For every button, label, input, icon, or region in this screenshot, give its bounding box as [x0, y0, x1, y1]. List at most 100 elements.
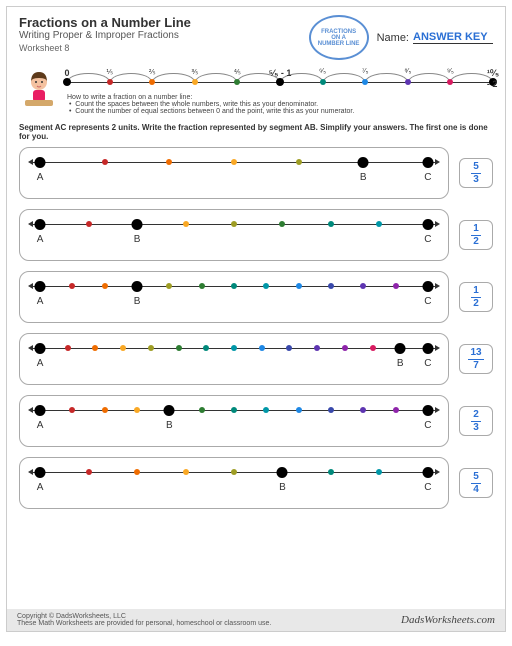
tick-dot [176, 345, 182, 351]
denominator: 3 [473, 422, 479, 433]
tick-dot [166, 283, 172, 289]
answer-fraction: 53 [471, 162, 481, 185]
point-label-a: A [37, 482, 44, 493]
point-label-c: C [424, 296, 431, 307]
problem-row: ABC 54 [19, 457, 493, 509]
explanation: 0⅕⅖⅗⅘⁵⁄₅ - 1⁶⁄₅⁷⁄₅⁸⁄₅⁹⁄₅¹⁰⁄₅ - 2 How to … [7, 64, 505, 121]
point-a [35, 405, 46, 416]
example-tick [447, 79, 453, 85]
tick-dot [231, 407, 237, 413]
example-tick [320, 79, 326, 85]
point-label-b: B [397, 358, 404, 369]
number-line-box: ABC [19, 395, 449, 447]
problem-row: ABC137 [19, 333, 493, 385]
tick-dot [360, 283, 366, 289]
title-main: Fractions on a Number Line [19, 15, 301, 30]
denominator: 2 [473, 236, 479, 247]
answer-box: 12 [459, 220, 493, 250]
problem-row: ABC 12 [19, 209, 493, 261]
point-label-c: C [424, 358, 431, 369]
tick-dot [134, 407, 140, 413]
example-label: ⅘ [234, 68, 241, 76]
numerator: 2 [471, 410, 481, 422]
tick-dot [69, 407, 75, 413]
tick-dot [370, 345, 376, 351]
tick-dot [231, 283, 237, 289]
tick-dot [342, 345, 348, 351]
numerator: 5 [471, 162, 481, 174]
answer-box: 54 [459, 468, 493, 498]
tick-dot [199, 283, 205, 289]
point-c [422, 467, 433, 478]
number-line: ABC [32, 466, 436, 480]
example-label: ⅕ [106, 68, 113, 76]
howto-2: Count the number of equal sections betwe… [75, 108, 354, 115]
tick-dot [102, 283, 108, 289]
point-label-b: B [360, 172, 367, 183]
example-tick [234, 79, 240, 85]
explain-text: 0⅕⅖⅗⅘⁵⁄₅ - 1⁶⁄₅⁷⁄₅⁸⁄₅⁹⁄₅¹⁰⁄₅ - 2 How to … [67, 68, 493, 115]
tick-dot [92, 345, 98, 351]
point-label-a: A [37, 296, 44, 307]
point-label-b: B [134, 296, 141, 307]
point-b [132, 219, 143, 230]
example-label: ⅗ [191, 68, 198, 76]
point-label-c: C [424, 234, 431, 245]
point-label-a: A [37, 172, 44, 183]
point-label-c: C [424, 172, 431, 183]
title-block: Fractions on a Number Line Writing Prope… [19, 15, 301, 60]
example-tick [149, 79, 155, 85]
example-arc [365, 73, 408, 82]
tick-dot [328, 469, 334, 475]
point-label-c: C [424, 482, 431, 493]
number-line: ABC [32, 156, 436, 170]
tick-dot [296, 283, 302, 289]
answer-fraction: 12 [471, 224, 481, 247]
point-c [422, 219, 433, 230]
example-label: ¹⁰⁄₅ - 2 [487, 68, 499, 89]
name-block: Name: ANSWER KEY [377, 15, 493, 60]
tick-dot [102, 407, 108, 413]
example-label: ⁶⁄₅ [319, 68, 326, 75]
point-c [422, 343, 433, 354]
fractions-badge: FRACTIONS ON A NUMBER LINE [309, 15, 369, 60]
tick-dot [65, 345, 71, 351]
example-tick [362, 79, 368, 85]
tick-dot [134, 469, 140, 475]
problems-container: ABC53ABC12ABC12ABC137ABC23ABC54 [7, 147, 505, 509]
tick-dot [199, 407, 205, 413]
answer-box: 137 [459, 344, 493, 374]
site-name: DadsWorksheets.com [401, 614, 495, 626]
point-c [422, 281, 433, 292]
denominator: 2 [473, 298, 479, 309]
answer-fraction: 23 [471, 410, 481, 433]
example-arc [408, 73, 451, 82]
point-c [422, 157, 433, 168]
tick-dot [286, 345, 292, 351]
answer-box: 12 [459, 282, 493, 312]
number-line-box: ABC [19, 457, 449, 509]
point-b [395, 343, 406, 354]
tick-dot [231, 345, 237, 351]
example-tick [192, 79, 198, 85]
howto-title: How to write a fraction on a number line… [67, 94, 192, 101]
number-line-box: ABC [19, 333, 449, 385]
tick-dot [183, 221, 189, 227]
tick-dot [393, 283, 399, 289]
example-arc [67, 73, 110, 82]
tick-dot [183, 469, 189, 475]
example-arc [152, 73, 195, 82]
number-line: ABC [32, 404, 436, 418]
point-c [422, 405, 433, 416]
example-tick [63, 78, 71, 86]
answer-fraction: 137 [468, 348, 483, 371]
tick-dot [259, 345, 265, 351]
tick-dot [360, 407, 366, 413]
name-value: ANSWER KEY [413, 31, 493, 44]
badge-line3: NUMBER LINE [318, 41, 360, 47]
tick-dot [120, 345, 126, 351]
number-line-box: ABC [19, 209, 449, 261]
tick-dot [314, 345, 320, 351]
footer: Copyright © DadsWorksheets, LLC These Ma… [7, 609, 505, 631]
problem-row: ABC 23 [19, 395, 493, 447]
